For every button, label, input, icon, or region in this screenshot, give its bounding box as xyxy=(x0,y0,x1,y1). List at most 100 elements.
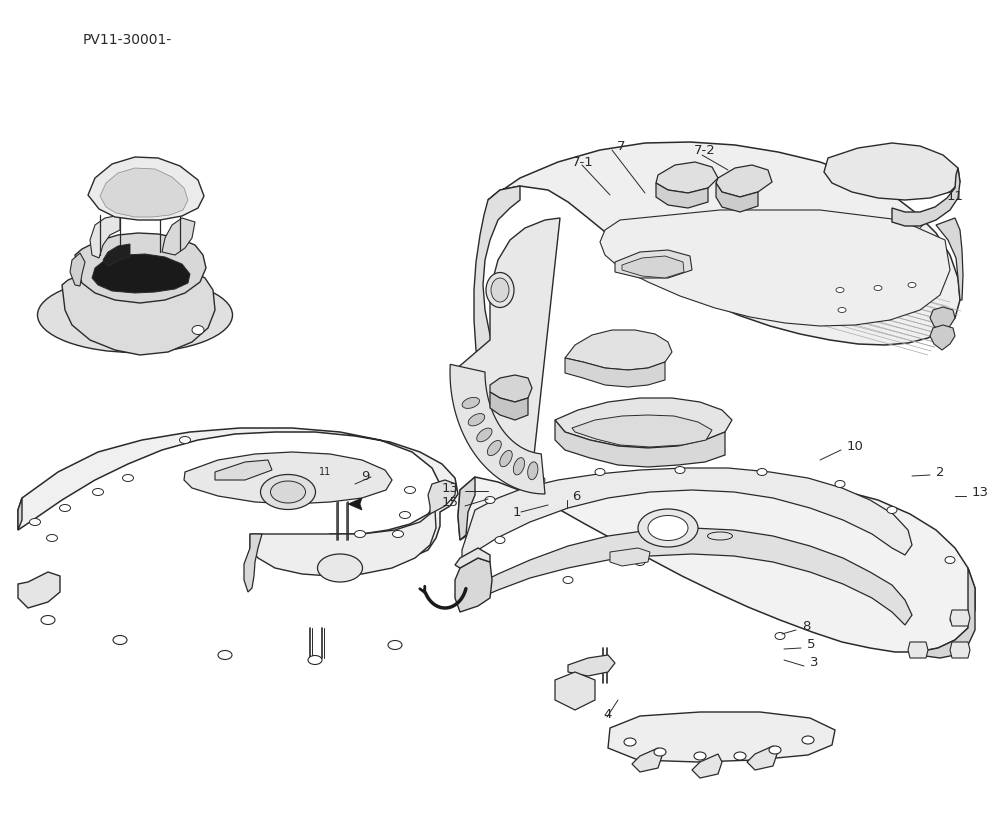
Ellipse shape xyxy=(624,738,636,746)
Polygon shape xyxy=(348,498,362,510)
Polygon shape xyxy=(88,157,204,220)
Ellipse shape xyxy=(945,556,955,564)
Ellipse shape xyxy=(486,272,514,307)
Ellipse shape xyxy=(41,616,55,624)
Ellipse shape xyxy=(528,462,538,480)
Text: 8: 8 xyxy=(802,620,810,633)
Ellipse shape xyxy=(635,559,645,565)
Polygon shape xyxy=(610,548,650,566)
Ellipse shape xyxy=(835,480,845,487)
Ellipse shape xyxy=(270,481,306,503)
Ellipse shape xyxy=(908,282,916,287)
Ellipse shape xyxy=(392,531,404,538)
Ellipse shape xyxy=(838,307,846,312)
Polygon shape xyxy=(62,263,215,355)
Polygon shape xyxy=(930,307,955,332)
Ellipse shape xyxy=(500,450,512,467)
Ellipse shape xyxy=(487,440,501,455)
Polygon shape xyxy=(458,477,475,540)
Polygon shape xyxy=(555,398,732,448)
Ellipse shape xyxy=(485,496,495,503)
Ellipse shape xyxy=(595,469,605,475)
Polygon shape xyxy=(450,365,545,494)
Ellipse shape xyxy=(46,534,58,542)
Polygon shape xyxy=(656,183,708,208)
Polygon shape xyxy=(100,168,188,217)
Polygon shape xyxy=(950,642,970,658)
Text: 3: 3 xyxy=(810,657,818,669)
Polygon shape xyxy=(458,477,975,652)
Polygon shape xyxy=(103,244,130,266)
Ellipse shape xyxy=(122,475,134,481)
Ellipse shape xyxy=(404,486,416,493)
Ellipse shape xyxy=(708,532,732,540)
Polygon shape xyxy=(716,165,772,197)
Polygon shape xyxy=(565,358,665,387)
Polygon shape xyxy=(92,254,190,293)
Polygon shape xyxy=(747,746,777,770)
Ellipse shape xyxy=(38,277,232,353)
Text: PV11-30001-: PV11-30001- xyxy=(83,33,172,47)
Polygon shape xyxy=(18,428,458,562)
Polygon shape xyxy=(632,748,662,772)
Polygon shape xyxy=(18,572,60,608)
Ellipse shape xyxy=(30,518,40,526)
Polygon shape xyxy=(75,233,206,303)
Ellipse shape xyxy=(260,475,316,510)
Polygon shape xyxy=(622,256,684,278)
Polygon shape xyxy=(565,330,672,370)
Text: 2: 2 xyxy=(936,465,944,479)
Polygon shape xyxy=(568,655,615,676)
Polygon shape xyxy=(184,452,392,504)
Ellipse shape xyxy=(757,469,767,475)
Polygon shape xyxy=(615,250,692,278)
Text: 10: 10 xyxy=(847,440,864,454)
Ellipse shape xyxy=(468,413,485,426)
Polygon shape xyxy=(824,143,960,200)
Ellipse shape xyxy=(491,278,509,302)
Ellipse shape xyxy=(308,655,322,664)
Polygon shape xyxy=(18,498,22,530)
Text: 15: 15 xyxy=(442,496,459,510)
Polygon shape xyxy=(930,325,955,350)
Polygon shape xyxy=(70,253,85,286)
Text: 7-2: 7-2 xyxy=(694,144,716,156)
Ellipse shape xyxy=(638,509,698,547)
Text: 4: 4 xyxy=(604,707,612,721)
Polygon shape xyxy=(572,415,712,447)
Ellipse shape xyxy=(775,633,785,639)
Polygon shape xyxy=(490,375,532,402)
Ellipse shape xyxy=(477,428,492,442)
Ellipse shape xyxy=(648,516,688,540)
Polygon shape xyxy=(908,642,928,658)
Text: 13: 13 xyxy=(442,481,459,495)
Ellipse shape xyxy=(535,476,545,484)
Text: 6: 6 xyxy=(572,490,580,502)
Polygon shape xyxy=(716,183,758,212)
Ellipse shape xyxy=(675,466,685,474)
Text: 1: 1 xyxy=(512,506,521,518)
Ellipse shape xyxy=(388,640,402,649)
Ellipse shape xyxy=(462,397,480,408)
Polygon shape xyxy=(600,210,950,326)
Text: 7: 7 xyxy=(617,140,626,154)
Polygon shape xyxy=(455,548,490,568)
Polygon shape xyxy=(462,468,912,568)
Ellipse shape xyxy=(769,746,781,754)
Ellipse shape xyxy=(113,636,127,644)
Ellipse shape xyxy=(354,531,366,538)
Polygon shape xyxy=(428,480,456,514)
Ellipse shape xyxy=(180,437,190,444)
Ellipse shape xyxy=(836,287,844,292)
Polygon shape xyxy=(555,672,595,710)
Ellipse shape xyxy=(92,489,104,496)
Text: 13: 13 xyxy=(972,486,989,500)
Ellipse shape xyxy=(495,537,505,543)
Polygon shape xyxy=(215,460,272,480)
Ellipse shape xyxy=(950,617,960,623)
Ellipse shape xyxy=(802,736,814,744)
Ellipse shape xyxy=(694,752,706,760)
Polygon shape xyxy=(462,528,912,625)
Text: 11: 11 xyxy=(947,190,964,202)
Polygon shape xyxy=(90,215,120,258)
